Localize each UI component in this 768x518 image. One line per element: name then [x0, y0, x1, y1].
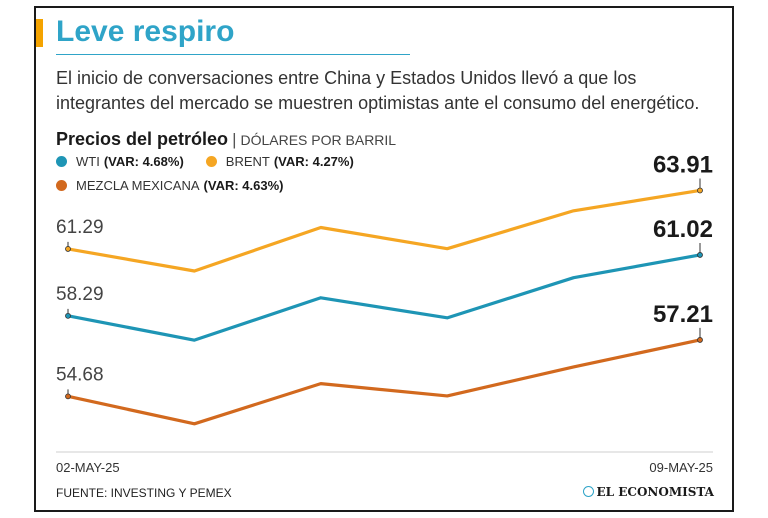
legend-var-brent: (VAR: 4.27%)	[273, 154, 354, 169]
legend-name-mezcla: MEZCLA MEXICANA	[76, 178, 200, 193]
start-point-wti	[65, 312, 71, 319]
end-label-brent: 63.91	[653, 151, 713, 178]
brand-logo: EL ECONOMISTA	[582, 485, 714, 499]
legend-name-brent: BRENT	[225, 154, 270, 169]
end-label-wti: 61.02	[653, 216, 713, 243]
x-tick-label-start: 02-MAY-25	[56, 460, 120, 475]
page-subtitle: El inicio de conversaciones entre China …	[56, 68, 700, 113]
chart-title: Precios del petróleo	[56, 129, 229, 149]
legend-row-1: WTI (VAR: 4.68%) BRENT (VAR: 4.27%)	[56, 154, 376, 169]
series-line-mezcla-mexicana	[66, 338, 702, 426]
start-label-brent: 61.29	[56, 217, 104, 238]
start-label-wti: 58.29	[56, 284, 104, 305]
chart-heading: Precios del petróleo | DÓLARES POR BARRIL	[56, 129, 396, 150]
legend-dot-mezcla	[56, 180, 67, 191]
title-accent-bar	[36, 19, 43, 47]
start-point-mezcla-mexicana	[65, 393, 71, 400]
legend-item-brent: BRENT (VAR: 4.27%)	[205, 154, 354, 169]
legend-item-wti: WTI (VAR: 4.68%)	[56, 154, 184, 169]
legend-var-mezcla: (VAR: 4.63%)	[203, 178, 284, 193]
legend-name-wti: WTI	[76, 154, 100, 169]
chart-unit: DÓLARES POR BARRIL	[240, 132, 397, 148]
end-point-wti	[697, 252, 703, 258]
chart-frame	[34, 6, 734, 512]
start-point-brent	[65, 246, 71, 252]
title-underline	[56, 54, 410, 55]
brand-icon	[582, 486, 594, 497]
end-label-mezcla-mexicana: 57.21	[653, 301, 713, 328]
legend-dot-brent	[205, 156, 217, 167]
legend-var-wti: (VAR: 4.68%)	[103, 154, 184, 169]
series-line-brent	[66, 188, 702, 273]
x-tick-label-end: 09-MAY-25	[649, 460, 713, 475]
legend-dot-wti	[56, 156, 67, 167]
source-note: FUENTE: INVESTING Y PEMEX	[56, 486, 232, 500]
series-line-wti	[66, 253, 702, 342]
page-title: Leve respiro	[56, 15, 235, 48]
end-point-mezcla-mexicana	[697, 337, 703, 343]
start-label-mezcla-mexicana: 54.68	[56, 364, 104, 385]
brand-name: EL ECONOMISTA	[596, 485, 714, 499]
chart-heading-separator: |	[232, 130, 237, 149]
end-point-brent	[697, 187, 703, 194]
legend-item-mezcla: MEZCLA MEXICANA (VAR: 4.63%)	[56, 178, 283, 193]
legend-row-2: MEZCLA MEXICANA (VAR: 4.63%)	[56, 178, 305, 193]
